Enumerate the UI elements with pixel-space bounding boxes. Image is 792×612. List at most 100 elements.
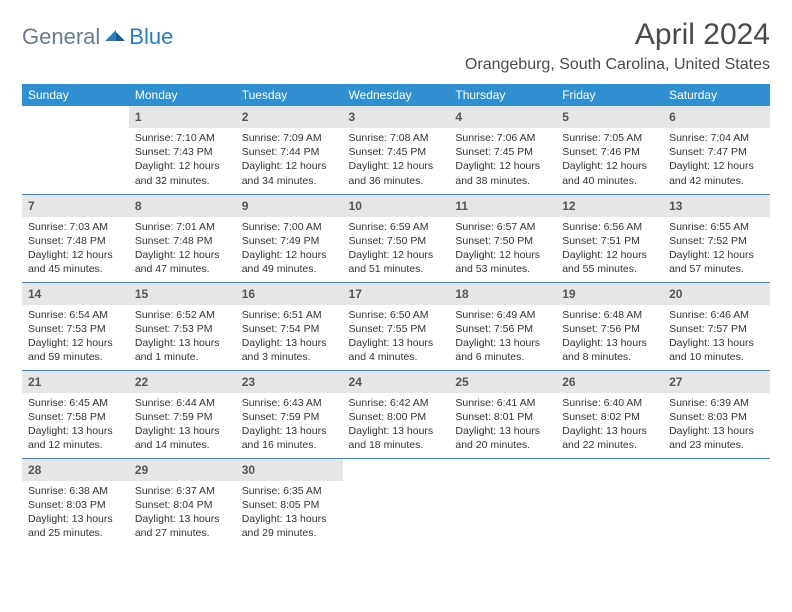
day-number: 20 [669, 287, 682, 301]
sunrise-text: Sunrise: 7:04 AM [669, 131, 764, 145]
daylight-text: Daylight: 13 hours and 16 minutes. [242, 424, 337, 452]
sunset-text: Sunset: 7:53 PM [135, 322, 230, 336]
sunrise-text: Sunrise: 7:09 AM [242, 131, 337, 145]
sunset-text: Sunset: 8:00 PM [349, 410, 444, 424]
day-content: Sunrise: 6:45 AMSunset: 7:58 PMDaylight:… [22, 393, 129, 457]
month-title: April 2024 [465, 18, 770, 52]
daylight-text: Daylight: 12 hours and 57 minutes. [669, 248, 764, 276]
daylight-text: Daylight: 12 hours and 53 minutes. [455, 248, 550, 276]
sunrise-text: Sunrise: 6:57 AM [455, 220, 550, 234]
day-number: 28 [28, 463, 41, 477]
sunrise-text: Sunrise: 6:54 AM [28, 308, 123, 322]
day-content: Sunrise: 6:49 AMSunset: 7:56 PMDaylight:… [449, 305, 556, 369]
day-number: 17 [349, 287, 362, 301]
day-number: 15 [135, 287, 148, 301]
daylight-text: Daylight: 13 hours and 29 minutes. [242, 512, 337, 540]
sunrise-text: Sunrise: 7:08 AM [349, 131, 444, 145]
calendar-day-cell: 23Sunrise: 6:43 AMSunset: 7:59 PMDayligh… [236, 370, 343, 458]
daylight-text: Daylight: 13 hours and 1 minute. [135, 336, 230, 364]
day-content: Sunrise: 7:10 AMSunset: 7:43 PMDaylight:… [129, 128, 236, 192]
day-number: 2 [242, 110, 249, 124]
day-content: Sunrise: 7:01 AMSunset: 7:48 PMDaylight:… [129, 217, 236, 281]
daylight-text: Daylight: 12 hours and 45 minutes. [28, 248, 123, 276]
calendar-day-cell: 6Sunrise: 7:04 AMSunset: 7:47 PMDaylight… [663, 106, 770, 194]
day-number: 1 [135, 110, 142, 124]
calendar-day-cell: 2Sunrise: 7:09 AMSunset: 7:44 PMDaylight… [236, 106, 343, 194]
day-content: Sunrise: 6:54 AMSunset: 7:53 PMDaylight:… [22, 305, 129, 369]
day-content: Sunrise: 6:51 AMSunset: 7:54 PMDaylight:… [236, 305, 343, 369]
calendar-week-row: 14Sunrise: 6:54 AMSunset: 7:53 PMDayligh… [22, 282, 770, 370]
calendar-day-cell: 13Sunrise: 6:55 AMSunset: 7:52 PMDayligh… [663, 194, 770, 282]
day-number: 18 [455, 287, 468, 301]
daylight-text: Daylight: 13 hours and 3 minutes. [242, 336, 337, 364]
sunrise-text: Sunrise: 6:37 AM [135, 484, 230, 498]
daylight-text: Daylight: 12 hours and 42 minutes. [669, 159, 764, 187]
daylight-text: Daylight: 12 hours and 40 minutes. [562, 159, 657, 187]
day-number: 8 [135, 199, 142, 213]
sunrise-text: Sunrise: 6:50 AM [349, 308, 444, 322]
daylight-text: Daylight: 12 hours and 51 minutes. [349, 248, 444, 276]
sunrise-text: Sunrise: 6:39 AM [669, 396, 764, 410]
day-number: 25 [455, 375, 468, 389]
weekday-header: Friday [556, 84, 663, 106]
sunrise-text: Sunrise: 6:40 AM [562, 396, 657, 410]
sunrise-text: Sunrise: 6:51 AM [242, 308, 337, 322]
logo-word-2: Blue [129, 24, 173, 50]
sunset-text: Sunset: 7:48 PM [135, 234, 230, 248]
location-subtitle: Orangeburg, South Carolina, United State… [465, 56, 770, 74]
calendar-day-cell: 19Sunrise: 6:48 AMSunset: 7:56 PMDayligh… [556, 282, 663, 370]
logo: General Blue [22, 24, 173, 50]
weekday-header: Thursday [449, 84, 556, 106]
day-number: 3 [349, 110, 356, 124]
day-number: 9 [242, 199, 249, 213]
weekday-header: Tuesday [236, 84, 343, 106]
calendar-day-cell [663, 458, 770, 546]
daylight-text: Daylight: 13 hours and 10 minutes. [669, 336, 764, 364]
daylight-text: Daylight: 13 hours and 20 minutes. [455, 424, 550, 452]
sunset-text: Sunset: 7:51 PM [562, 234, 657, 248]
day-number: 26 [562, 375, 575, 389]
day-content: Sunrise: 6:35 AMSunset: 8:05 PMDaylight:… [236, 481, 343, 545]
day-number: 4 [455, 110, 462, 124]
calendar-week-row: 1 Sunrise: 7:10 AMSunset: 7:43 PMDaylight… [22, 106, 770, 194]
weekday-header: Wednesday [343, 84, 450, 106]
sunset-text: Sunset: 8:05 PM [242, 498, 337, 512]
calendar-week-row: 21Sunrise: 6:45 AMSunset: 7:58 PMDayligh… [22, 370, 770, 458]
sunset-text: Sunset: 8:01 PM [455, 410, 550, 424]
day-number: 11 [455, 199, 468, 213]
title-block: April 2024 Orangeburg, South Carolina, U… [465, 18, 770, 74]
day-content: Sunrise: 6:48 AMSunset: 7:56 PMDaylight:… [556, 305, 663, 369]
day-content: Sunrise: 7:04 AMSunset: 7:47 PMDaylight:… [663, 128, 770, 192]
day-number: 5 [562, 110, 569, 124]
day-content: Sunrise: 6:41 AMSunset: 8:01 PMDaylight:… [449, 393, 556, 457]
calendar-day-cell: 20Sunrise: 6:46 AMSunset: 7:57 PMDayligh… [663, 282, 770, 370]
calendar-day-cell: 17Sunrise: 6:50 AMSunset: 7:55 PMDayligh… [343, 282, 450, 370]
sunrise-text: Sunrise: 6:42 AM [349, 396, 444, 410]
calendar-day-cell: 18 Sunrise: 6:49 AMSunset: 7:56 PMDayligh… [449, 282, 556, 370]
sunrise-text: Sunrise: 6:49 AM [455, 308, 550, 322]
daylight-text: Daylight: 12 hours and 47 minutes. [135, 248, 230, 276]
weekday-header: Saturday [663, 84, 770, 106]
daylight-text: Daylight: 13 hours and 18 minutes. [349, 424, 444, 452]
calendar-day-cell: 1 Sunrise: 7:10 AMSunset: 7:43 PMDaylight… [129, 106, 236, 194]
calendar-day-cell: 11 Sunrise: 6:57 AMSunset: 7:50 PMDayligh… [449, 194, 556, 282]
sunrise-text: Sunrise: 6:38 AM [28, 484, 123, 498]
calendar-day-cell: 27Sunrise: 6:39 AMSunset: 8:03 PMDayligh… [663, 370, 770, 458]
daylight-text: Daylight: 12 hours and 55 minutes. [562, 248, 657, 276]
sunset-text: Sunset: 7:47 PM [669, 145, 764, 159]
sunset-text: Sunset: 7:56 PM [562, 322, 657, 336]
sunrise-text: Sunrise: 6:55 AM [669, 220, 764, 234]
weekday-header: Monday [129, 84, 236, 106]
daylight-text: Daylight: 12 hours and 59 minutes. [28, 336, 123, 364]
sunset-text: Sunset: 7:48 PM [28, 234, 123, 248]
daylight-text: Daylight: 12 hours and 34 minutes. [242, 159, 337, 187]
calendar-day-cell: 9Sunrise: 7:00 AMSunset: 7:49 PMDaylight… [236, 194, 343, 282]
calendar-table: Sunday Monday Tuesday Wednesday Thursday… [22, 84, 770, 546]
day-content: Sunrise: 6:43 AMSunset: 7:59 PMDaylight:… [236, 393, 343, 457]
sunrise-text: Sunrise: 6:41 AM [455, 396, 550, 410]
calendar-day-cell [343, 458, 450, 546]
sunrise-text: Sunrise: 7:06 AM [455, 131, 550, 145]
day-content: Sunrise: 6:40 AMSunset: 8:02 PMDaylight:… [556, 393, 663, 457]
day-content: Sunrise: 6:57 AMSunset: 7:50 PMDaylight:… [449, 217, 556, 281]
sunset-text: Sunset: 8:04 PM [135, 498, 230, 512]
